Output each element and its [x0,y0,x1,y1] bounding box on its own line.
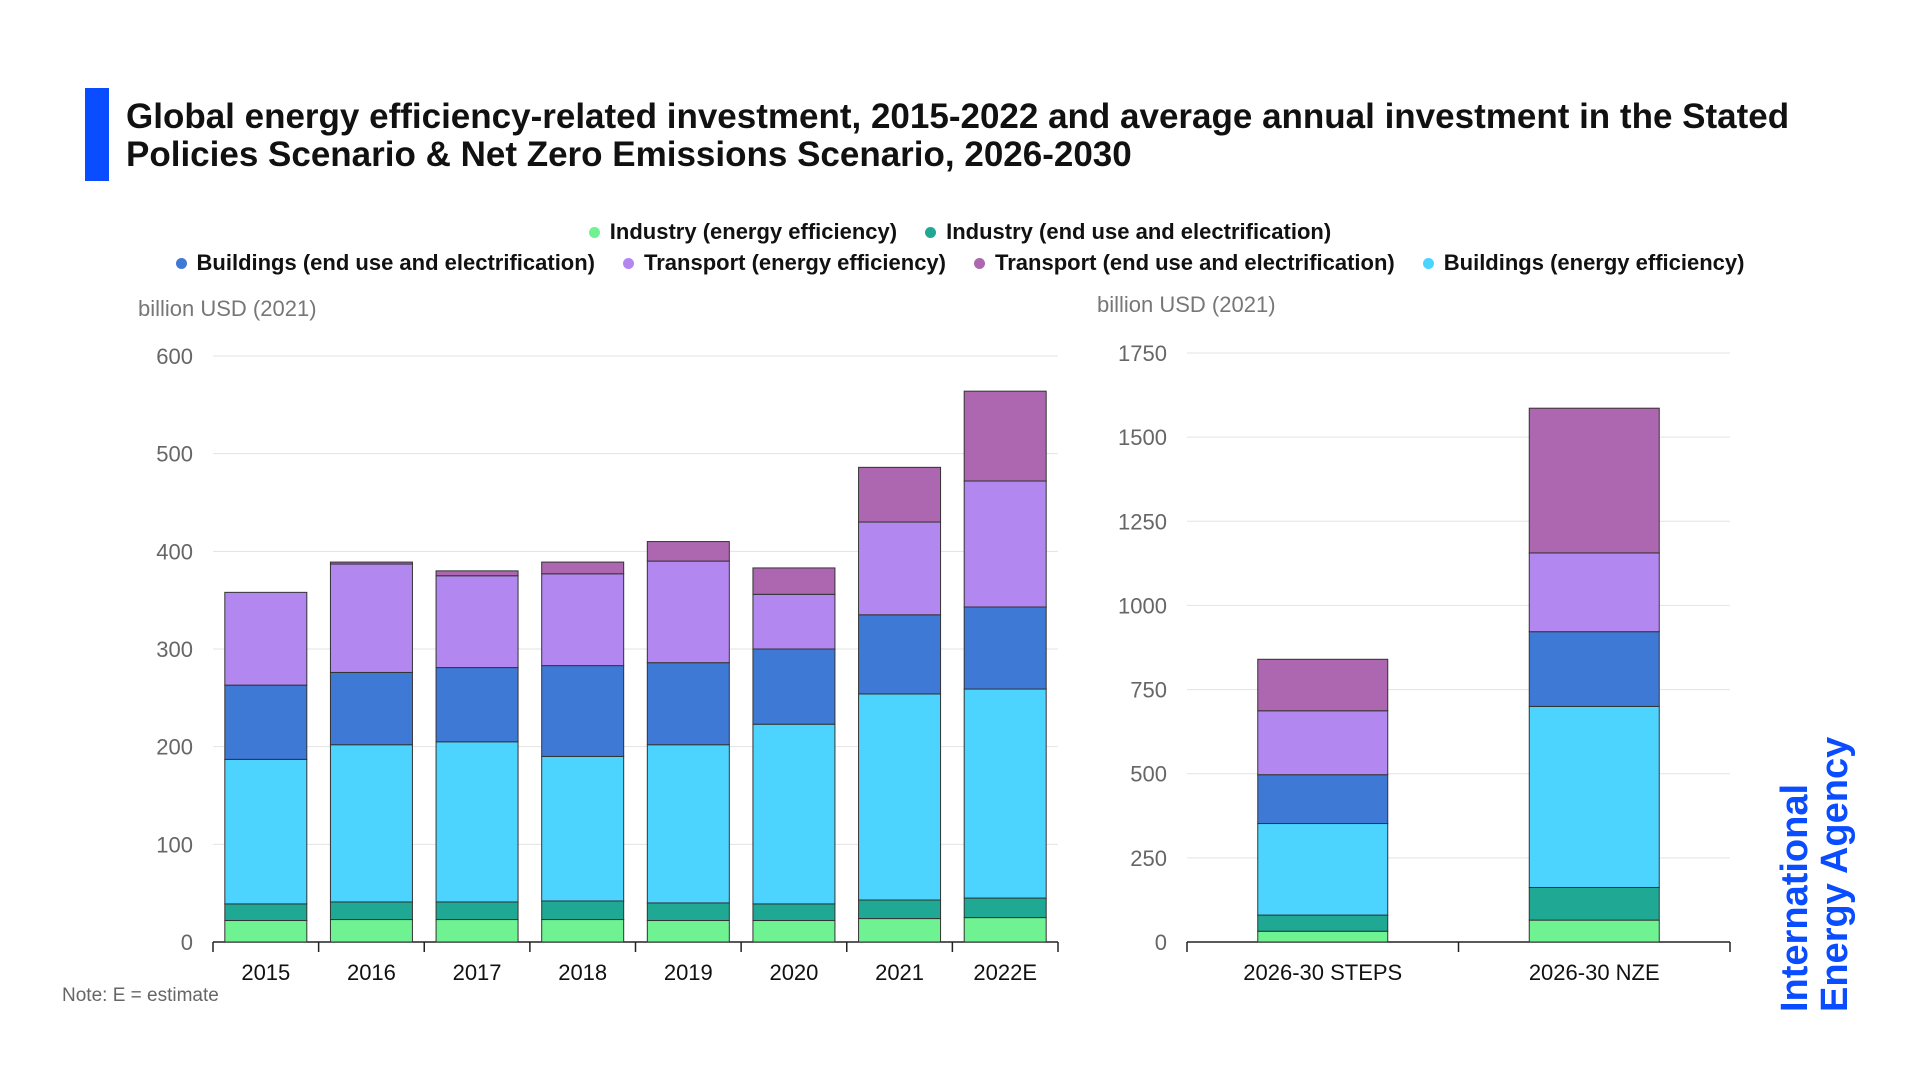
legend-item: Industry (energy efficiency) [588,219,898,245]
bar-segment [435,570,519,577]
bar-segment [1257,914,1389,932]
x-tick-label: 2021 [875,960,924,985]
bar-segment [329,744,413,903]
legend-dot-icon [588,226,600,238]
y-tick-label: 400 [156,539,193,564]
bar-segment [1257,658,1389,712]
bar-segment [963,480,1047,608]
bar-segment [435,667,519,743]
chart-title: Global energy efficiency-related investm… [126,97,1790,174]
bar-segment [329,563,413,673]
bar-segment [1528,886,1660,921]
bar-segment [224,758,308,905]
y-tick-label: 250 [1130,846,1167,871]
bar-segment [435,575,519,669]
y-tick-label: 0 [1155,930,1167,955]
bar-segment [858,521,942,616]
bar-segment [752,593,836,650]
y-tick-label: 1500 [1118,425,1167,450]
legend-dot-icon [925,226,937,238]
legend-dot-icon [623,257,635,269]
legend-label: Buildings (energy efficiency) [1443,250,1745,275]
bar-segment [541,665,625,757]
y-axis-title: billion USD (2021) [1097,292,1276,317]
bar-segment [858,693,942,901]
bar-segment [541,561,625,575]
x-tick-label: 2022E [973,960,1037,985]
bar-segment [1257,710,1389,776]
iea-logo: International Energy Agency [1774,736,1856,1012]
legend-item: Buildings (energy efficiency) [1422,250,1745,276]
bar-segment [963,390,1047,482]
legend-dot-icon [974,257,985,269]
x-tick-label: 2019 [664,960,713,985]
bar-segment [1528,407,1660,554]
bar-segment [224,591,308,686]
bar-segment [1257,774,1389,825]
x-tick-label: 2026-30 STEPS [1243,960,1402,985]
bar-segment [1528,919,1660,943]
y-tick-label: 100 [156,832,193,857]
x-tick-label: 2026-30 NZE [1529,960,1660,985]
y-tick-label: 500 [1130,762,1167,787]
legend-row-1: Industry (energy efficiency) Industry (e… [0,219,1920,245]
x-tick-label: 2017 [453,960,502,985]
bar-segment [224,684,308,760]
legend-item: Buildings (end use and electrification) [175,250,596,276]
bar-segment [646,662,730,746]
bar-segment [858,614,942,695]
bar-segment [1257,823,1389,916]
y-tick-label: 0 [181,930,193,955]
bar-segment [963,688,1047,899]
y-tick-label: 1750 [1118,341,1167,366]
legend-label: Transport (end use and electrification) [995,250,1395,275]
legend-item: Industry (end use and electrification) [925,219,1331,245]
bar-segment [1528,705,1660,888]
bar-segment [752,648,836,725]
y-tick-label: 500 [156,442,193,467]
bar-segment [541,755,625,902]
y-tick-label: 750 [1130,678,1167,703]
bar-segment [858,466,942,523]
y-tick-label: 1250 [1118,509,1167,534]
x-tick-label: 2016 [347,960,396,985]
legend-label: Industry (end use and electrification) [946,219,1332,244]
x-tick-label: 2015 [241,960,290,985]
bar-segment [646,560,730,664]
logo-line-1: International [1774,783,1816,1012]
chart-note: Note: E = estimate [62,985,219,1006]
bar-segment [1528,552,1660,633]
legend-row-2: Buildings (end use and electrification) … [0,250,1920,276]
bar-segment [541,573,625,667]
logo-line-2: Energy Agency [1814,736,1856,1012]
bar-segment [1257,930,1389,943]
x-tick-label: 2020 [769,960,818,985]
bar-segment [646,744,730,904]
bar-segment [752,723,836,905]
bar-segment [646,541,730,562]
legend-label: Buildings (end use and electrification) [196,250,596,275]
y-tick-label: 200 [156,735,193,760]
x-tick-label: 2018 [558,960,607,985]
legend-item: Transport (energy efficiency) [623,250,946,276]
bar-segment [329,671,413,746]
legend-item: Transport (end use and electrification) [974,250,1395,276]
bar-segment [752,567,836,595]
legend-label: Transport (energy efficiency) [644,250,946,275]
title-accent-bar [85,88,109,181]
bar-segment [1528,631,1660,707]
y-tick-label: 300 [156,637,193,662]
legend-dot-icon [1422,257,1434,269]
y-tick-label: 600 [156,344,193,369]
y-tick-label: 1000 [1118,593,1167,618]
bar-segment [329,561,413,565]
y-axis-title: billion USD (2021) [138,296,317,321]
legend-label: Industry (energy efficiency) [609,219,898,244]
legend-dot-icon [175,257,187,269]
